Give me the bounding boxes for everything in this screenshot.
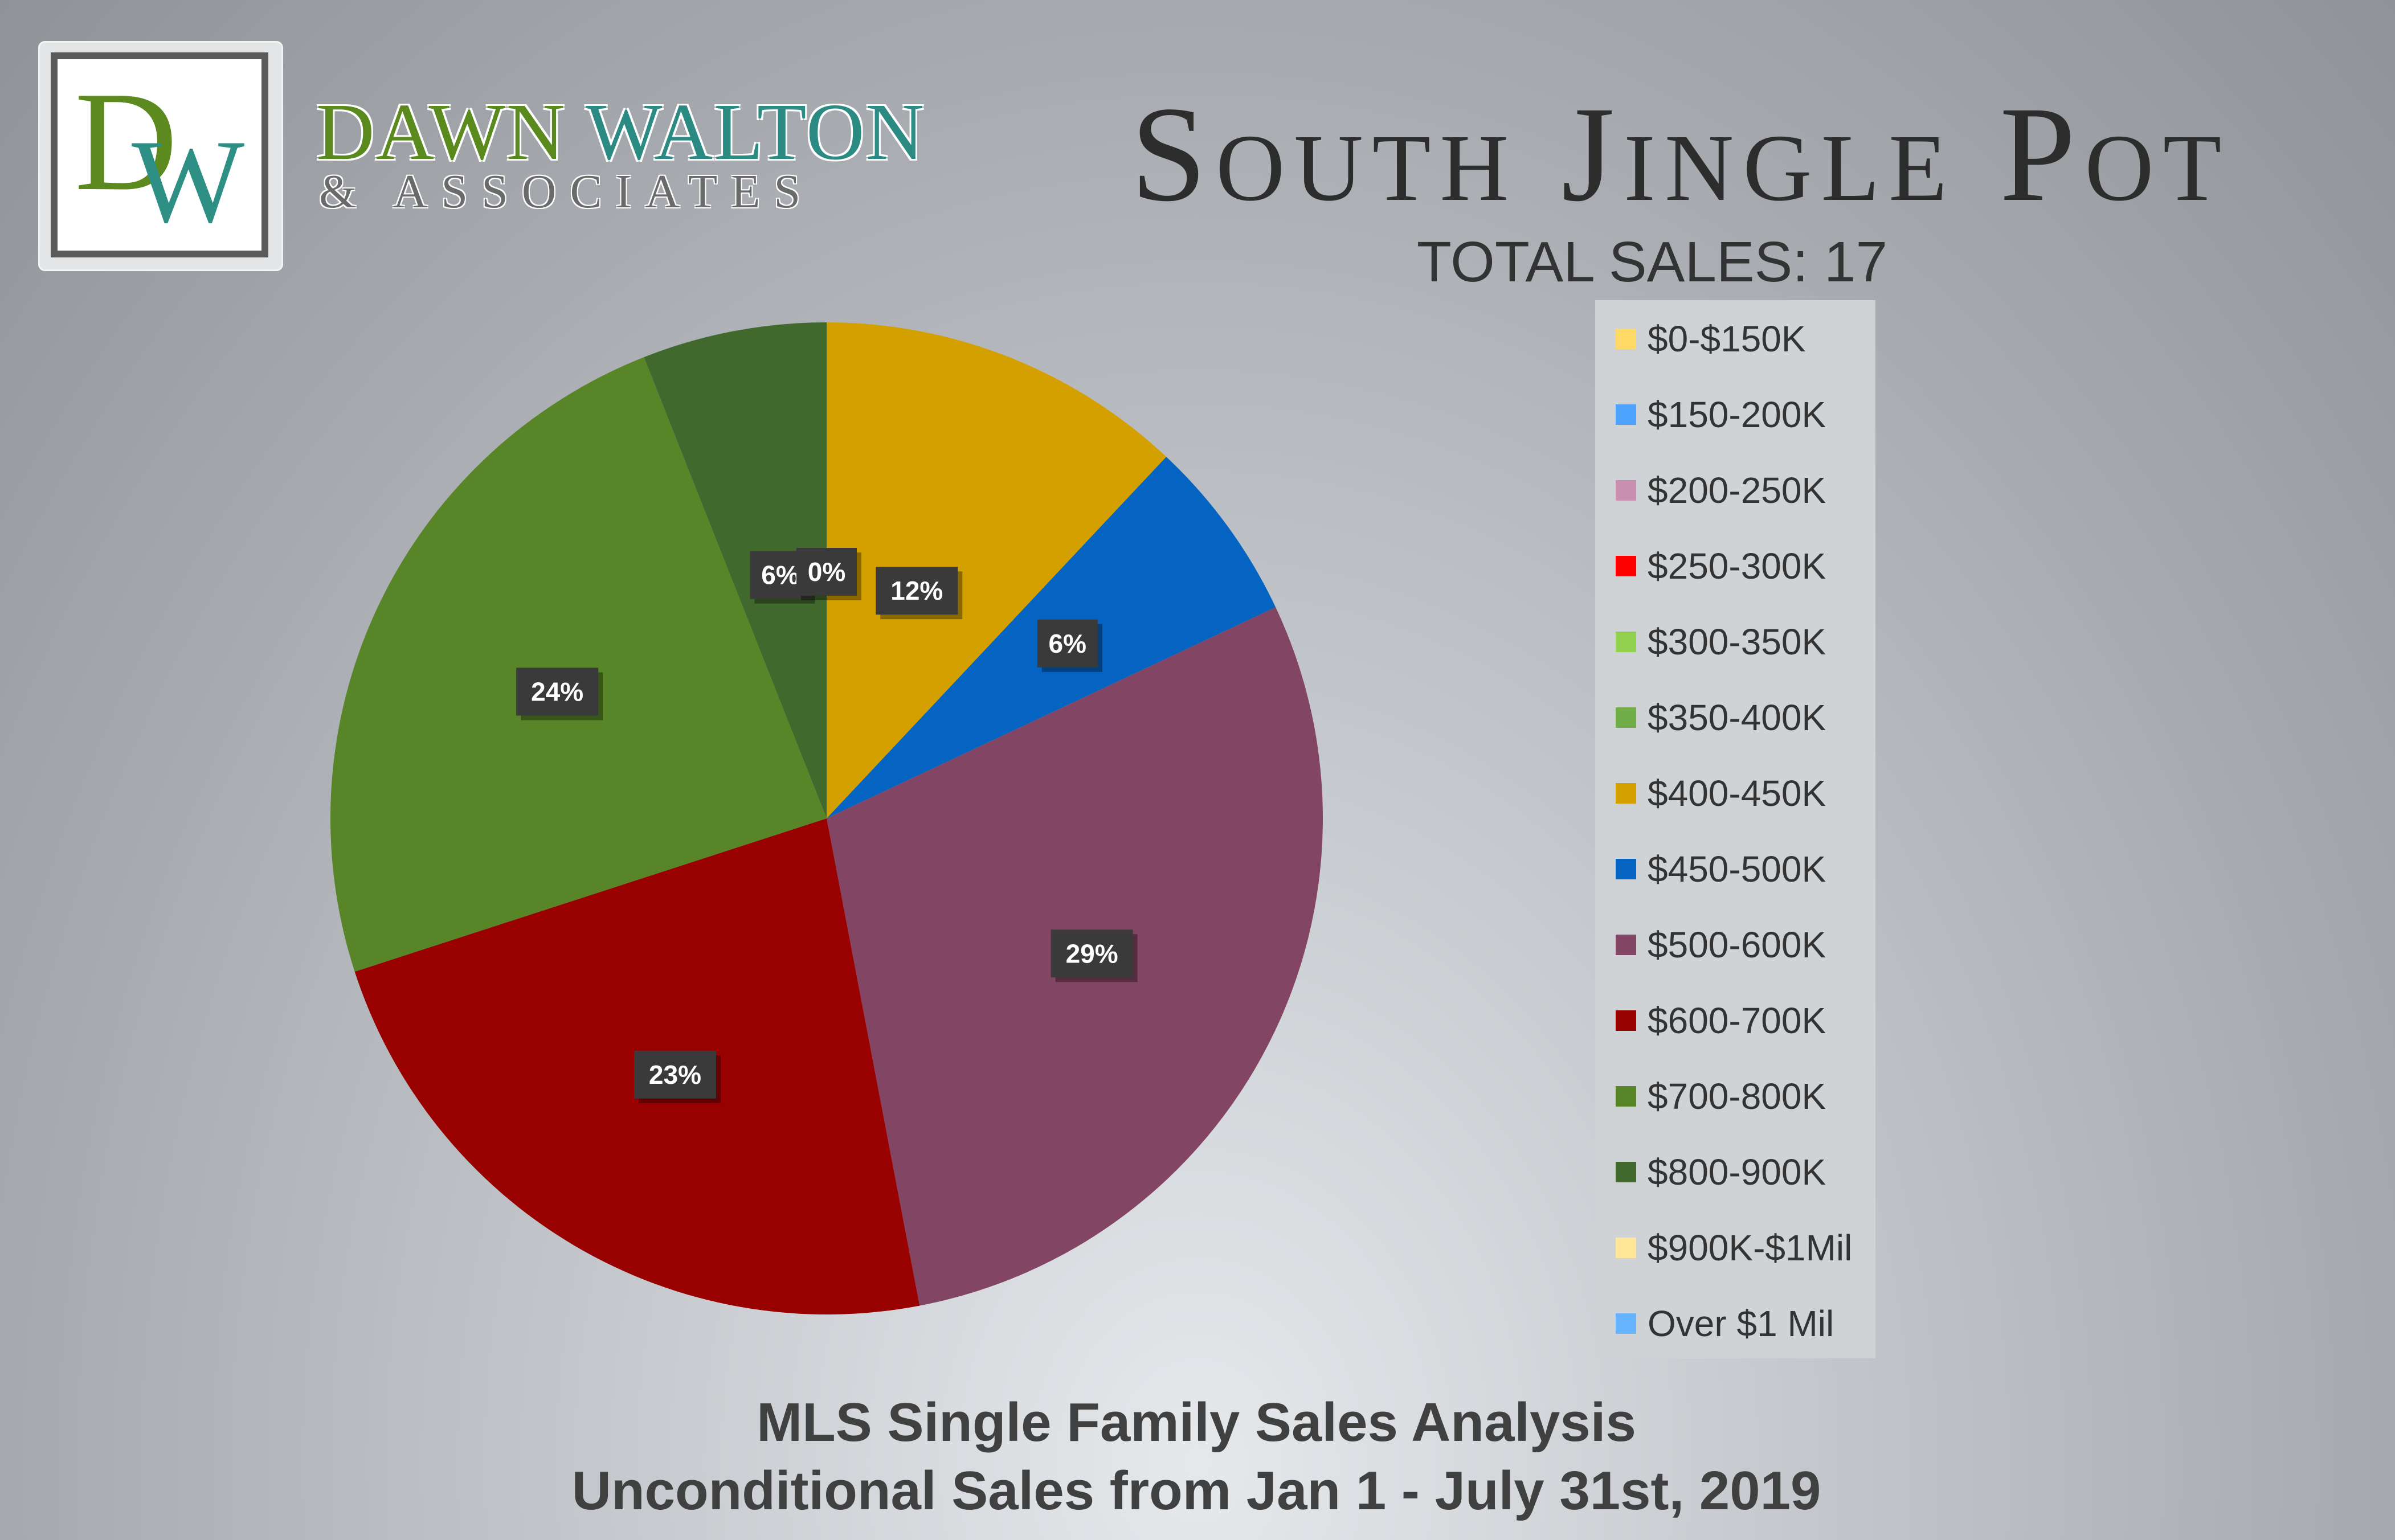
legend-label: $400-450K [1648, 773, 1826, 814]
brand-name-first: DAWN [316, 87, 566, 177]
data-label: 29% [1051, 929, 1138, 982]
legend-label: $250-300K [1648, 546, 1826, 587]
data-label: 0% [796, 548, 861, 600]
legend-label: $600-700K [1648, 1000, 1826, 1041]
legend-item: $600-700K [1616, 998, 1826, 1043]
brand-subtitle: & ASSOCIATES [319, 165, 815, 218]
legend-label: $200-250K [1648, 470, 1826, 511]
legend-label: $0-$150K [1648, 318, 1806, 359]
legend-swatch [1616, 329, 1636, 349]
chart-legend: $0-$150K $150-200K $200-250K $250-300K $300-… [1595, 300, 1875, 1358]
legend-item: $300-350K [1616, 619, 1826, 665]
legend-swatch [1616, 859, 1636, 879]
pie-slice-11 [644, 322, 827, 818]
legend-item: $800-900K [1616, 1149, 1826, 1195]
legend-swatch [1616, 632, 1636, 652]
legend-item: $700-800K [1616, 1074, 1826, 1119]
total-sales: TOTAL SALES: 17 [1416, 230, 1888, 294]
footer-line-2: Unconditional Sales from Jan 1 - July 31… [571, 1460, 1821, 1521]
brand-name-last: WALTON [586, 87, 926, 177]
legend-label: $150-200K [1648, 394, 1826, 435]
legend-swatch [1616, 707, 1636, 728]
pie-slice-6 [827, 322, 1167, 818]
data-label-text: 0% [808, 557, 845, 587]
data-label-text: 12% [890, 576, 943, 605]
pie-slice-10 [330, 357, 827, 972]
data-label-text: 6% [761, 560, 799, 590]
legend-label: $900K-$1Mil [1648, 1227, 1853, 1268]
data-label: 12% [876, 567, 963, 620]
legend-item: $900K-$1Mil [1616, 1225, 1852, 1271]
legend-swatch [1616, 1238, 1636, 1258]
legend-label: $700-800K [1648, 1076, 1826, 1117]
legend-item: $150-200K [1616, 392, 1826, 437]
logo-frame: D W [51, 52, 268, 257]
data-label: 24% [516, 667, 603, 720]
data-label-text: 24% [531, 677, 583, 706]
legend-item: $0-$150K [1616, 316, 1806, 362]
data-label-text: 29% [1066, 939, 1118, 968]
footer-line-1: MLS Single Family Sales Analysis [757, 1392, 1636, 1453]
legend-swatch [1616, 480, 1636, 501]
legend-swatch [1616, 1162, 1636, 1182]
legend-item: Over $1 Mil [1616, 1301, 1834, 1346]
chart-title: South Jingle Pot [1130, 78, 2231, 230]
legend-label: $350-400K [1648, 697, 1826, 738]
legend-item: $500-600K [1616, 922, 1826, 968]
legend-swatch [1616, 783, 1636, 804]
legend-item: $450-500K [1616, 846, 1826, 892]
legend-item: $200-250K [1616, 468, 1826, 513]
data-label-text: 6% [1049, 629, 1086, 658]
legend-label: $800-900K [1648, 1152, 1826, 1193]
legend-label: $450-500K [1648, 849, 1826, 890]
data-label: 23% [634, 1050, 721, 1103]
legend-swatch [1616, 935, 1636, 955]
legend-swatch [1616, 1086, 1636, 1107]
legend-label: $300-350K [1648, 621, 1826, 662]
logo: D W [38, 41, 283, 271]
legend-label: Over $1 Mil [1648, 1303, 1834, 1344]
legend-item: $350-400K [1616, 695, 1826, 740]
legend-swatch [1616, 1010, 1636, 1031]
legend-label: $500-600K [1648, 924, 1826, 965]
legend-item: $400-450K [1616, 771, 1826, 816]
data-label: 6% [1037, 619, 1102, 672]
logo-letter-w: W [132, 116, 245, 248]
logo-letter-d: D [75, 63, 178, 220]
brand-name: DAWN WALTON [316, 91, 925, 172]
legend-swatch [1616, 404, 1636, 425]
legend-item: $250-300K [1616, 543, 1826, 589]
data-label-text: 23% [649, 1060, 701, 1090]
legend-swatch [1616, 556, 1636, 576]
legend-swatch [1616, 1313, 1636, 1334]
pie-chart: 12% 6% 29% 23% 24% 6% 0% [330, 322, 1323, 1314]
